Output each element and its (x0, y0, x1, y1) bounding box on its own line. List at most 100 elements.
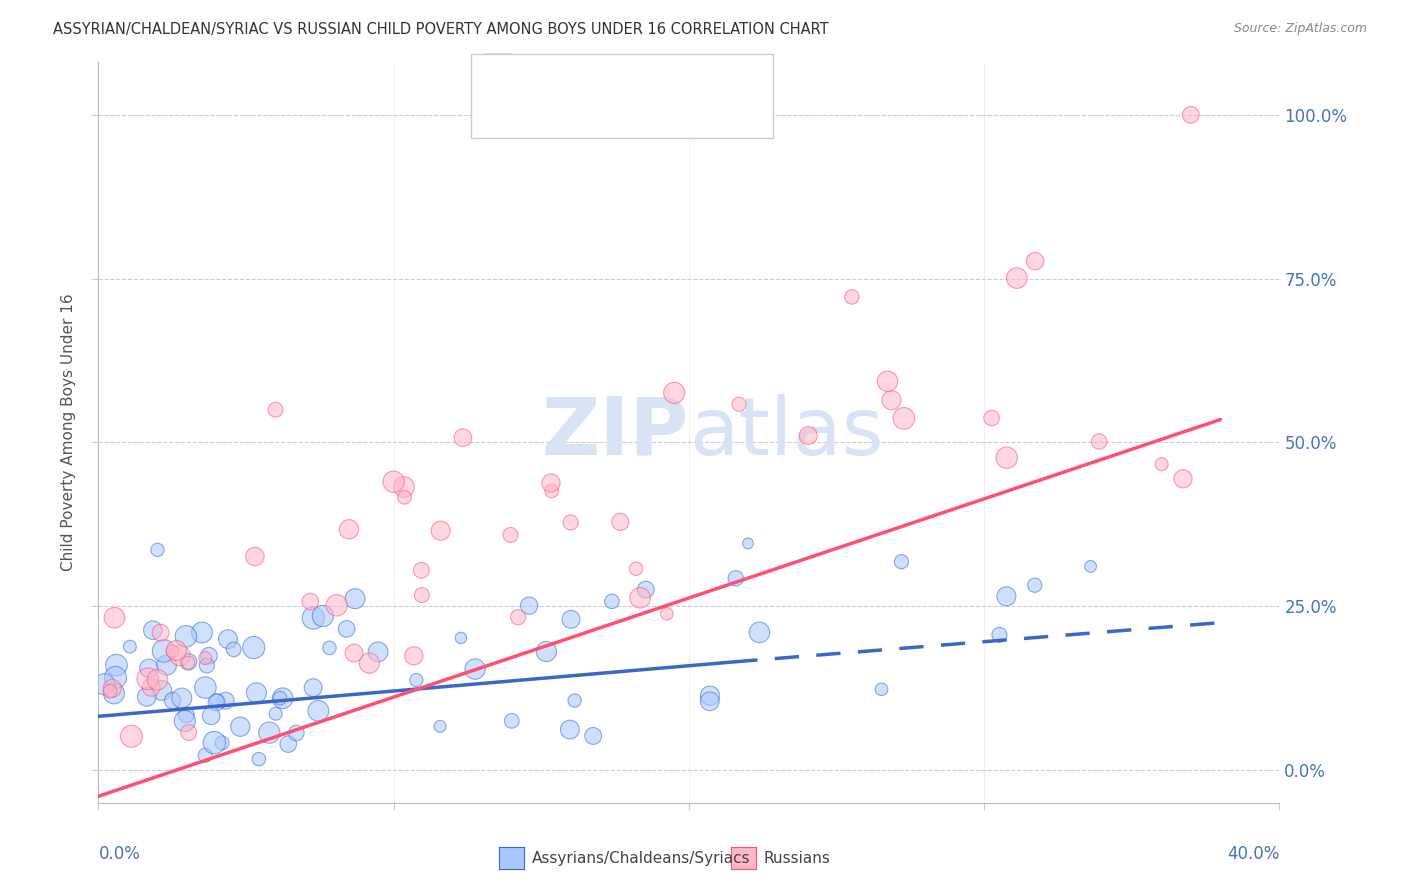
Point (402, 648, 425, 663)
Point (152, 644, 174, 658)
Point (162, 693, 184, 707)
Point (359, 656, 381, 670)
Point (104, 670, 127, 684)
Point (890, 555, 912, 569)
Point (198, 648, 221, 663)
Point (242, 640, 264, 655)
Point (728, 397, 751, 411)
Point (1080, 559, 1102, 574)
Point (177, 656, 200, 670)
Point (194, 748, 217, 763)
Point (170, 691, 193, 706)
Point (724, 571, 747, 585)
Point (870, 682, 893, 697)
Text: Assyrians/Chaldeans/Syriacs: Assyrians/Chaldeans/Syriacs (531, 851, 749, 865)
Point (98, 684, 121, 698)
Point (285, 726, 308, 740)
Point (217, 632, 239, 647)
Point (307, 704, 329, 718)
Point (582, 729, 605, 743)
Point (243, 549, 266, 564)
Point (699, 694, 721, 708)
Text: ZIP: ZIP (541, 393, 689, 472)
Point (141, 681, 163, 695)
Point (737, 536, 759, 550)
Point (176, 707, 198, 722)
Point (748, 625, 770, 640)
Point (988, 628, 1011, 642)
Point (245, 686, 267, 700)
Point (343, 646, 366, 660)
Point (540, 475, 562, 490)
Point (142, 624, 165, 638)
Point (655, 607, 678, 621)
Point (118, 640, 141, 654)
Point (136, 672, 159, 686)
Point (797, 428, 820, 442)
Point (1150, 457, 1173, 471)
Point (146, 673, 169, 687)
Point (405, 673, 427, 687)
Point (325, 599, 347, 613)
Point (135, 690, 157, 704)
Point (103, 686, 125, 700)
Point (169, 648, 191, 663)
Point (499, 528, 522, 542)
Point (628, 591, 651, 605)
Point (506, 610, 529, 624)
Point (318, 640, 340, 655)
Point (664, 385, 686, 400)
Point (214, 694, 236, 708)
Point (312, 609, 335, 624)
Point (536, 644, 558, 658)
Point (202, 736, 225, 750)
Point (138, 661, 160, 675)
Point (609, 515, 631, 529)
Point (1005, 271, 1028, 285)
Point (299, 594, 322, 608)
Point (177, 725, 200, 739)
Text: Source: ZipAtlas.com: Source: ZipAtlas.com (1233, 22, 1367, 36)
Point (1180, 108, 1202, 122)
Point (429, 719, 451, 733)
Point (177, 655, 200, 669)
Point (517, 599, 540, 613)
Point (200, 708, 222, 723)
Point (271, 691, 294, 706)
Point (160, 644, 183, 658)
Point (699, 689, 721, 703)
Point (194, 681, 217, 695)
Point (229, 720, 252, 734)
Point (247, 752, 270, 766)
Point (501, 108, 523, 122)
Point (558, 723, 581, 737)
Point (150, 683, 173, 698)
Point (392, 480, 415, 494)
Point (450, 631, 472, 645)
Text: 0.0%: 0.0% (98, 846, 141, 863)
Point (195, 658, 218, 673)
Point (155, 658, 177, 673)
Point (995, 590, 1018, 604)
Text: R = 0.180   N = 71: R = 0.180 N = 71 (522, 58, 692, 76)
Point (264, 402, 287, 417)
Point (560, 612, 582, 626)
Point (194, 651, 217, 665)
Point (893, 411, 915, 425)
Y-axis label: Child Poverty Among Boys Under 16: Child Poverty Among Boys Under 16 (60, 293, 76, 572)
Point (174, 629, 197, 643)
Text: Russians: Russians (763, 851, 831, 865)
Point (222, 642, 245, 657)
Point (980, 411, 1002, 425)
Point (841, 290, 863, 304)
Point (1088, 434, 1111, 449)
Point (259, 725, 281, 739)
Point (149, 625, 172, 640)
Point (501, 714, 523, 728)
Point (1024, 578, 1046, 592)
Text: atlas: atlas (689, 393, 883, 472)
Point (560, 516, 582, 530)
Point (1171, 472, 1194, 486)
Point (624, 562, 647, 576)
Point (302, 611, 325, 625)
